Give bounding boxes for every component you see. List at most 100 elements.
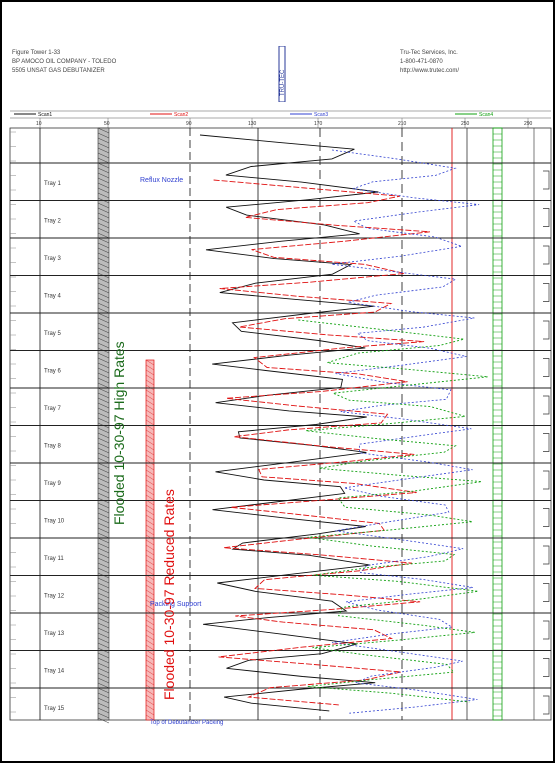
flood-bar-hatch (145, 614, 155, 621)
packing-hatch (97, 167, 110, 174)
flood-bar-hatch (145, 404, 155, 411)
flood-bar-hatch (145, 694, 155, 701)
packing-hatch (97, 652, 110, 659)
packing-hatch (97, 682, 110, 689)
packing-hatch (97, 412, 110, 419)
tray-label: Tray 10 (44, 519, 65, 525)
packing-hatch (97, 142, 110, 149)
packing-hatch (97, 562, 110, 569)
flood-bar-hatch (145, 564, 155, 571)
x-tick-label: 250 (461, 121, 470, 127)
tray-label: Tray 13 (44, 631, 65, 637)
packing-hatch (97, 612, 110, 619)
packing-hatch (97, 297, 110, 304)
packing-hatch (97, 522, 110, 529)
flood-bar-hatch (145, 494, 155, 501)
packing-hatch (97, 567, 110, 574)
flood-bar-hatch (145, 469, 155, 476)
x-tick-label: 290 (524, 121, 533, 127)
packing-hatch (97, 307, 110, 314)
header-right-line: Tru-Tec Services, Inc. (400, 50, 458, 56)
packing-hatch (97, 697, 110, 704)
flood-bar-hatch (145, 384, 155, 391)
flood-bar-hatch (145, 484, 155, 491)
packing-hatch (97, 667, 110, 674)
flood-bar-hatch (145, 449, 155, 456)
flood-bar-hatch (145, 674, 155, 681)
packing-hatch (97, 172, 110, 179)
tray-label: Tray 4 (44, 294, 61, 300)
packing-hatch (97, 702, 110, 709)
tray-marker (543, 395, 550, 415)
packing-hatch (97, 637, 110, 644)
scan4-trace (298, 319, 489, 703)
packing-hatch (97, 382, 110, 389)
flood-bar-hatch (145, 644, 155, 651)
tray-label: Tray 14 (44, 669, 65, 675)
tray-marker (543, 358, 550, 377)
packing-hatch (97, 397, 110, 404)
packing-hatch (97, 552, 110, 559)
packing-hatch (97, 232, 110, 239)
tray-marker (543, 695, 550, 715)
packing-hatch (97, 577, 110, 584)
packing-hatch (97, 292, 110, 299)
packing-hatch (97, 357, 110, 364)
tray-marker (543, 658, 550, 677)
packing-hatch (97, 437, 110, 444)
flood-bar-hatch (145, 584, 155, 591)
packing-hatch (97, 712, 110, 719)
tray-marker (543, 433, 550, 452)
tray-label: Tray 11 (44, 556, 64, 562)
packing-hatch (97, 132, 110, 139)
flood-bar-hatch (145, 429, 155, 436)
packing-hatch (97, 672, 110, 679)
tray-label: Tray 9 (44, 481, 61, 487)
packing-hatch (97, 162, 110, 169)
tray-marker (543, 470, 550, 490)
packing-hatch (97, 677, 110, 684)
tray-label: Tray 8 (44, 444, 61, 450)
flood-bar-hatch (145, 624, 155, 631)
packing-hatch (97, 322, 110, 329)
annotation-reflux: Reflux Nozzle (140, 177, 183, 184)
x-tick-label: 10 (36, 121, 42, 127)
packing-hatch (97, 247, 110, 254)
x-tick-label: 170 (314, 121, 323, 127)
packing-hatch (97, 607, 110, 614)
flood-bar (145, 359, 155, 721)
packing-hatch (97, 622, 110, 629)
packing-hatch (97, 617, 110, 624)
packing-hatch (97, 487, 110, 494)
tray-label: Tray 12 (44, 594, 65, 600)
packing-hatch (97, 417, 110, 424)
annotation-flood-high: Flooded 10-30-97 High Rates (111, 341, 127, 525)
packing-hatch (97, 187, 110, 194)
packing-hatch (97, 287, 110, 294)
packing-hatch (97, 332, 110, 339)
packing-hatch (97, 512, 110, 519)
flood-bar-hatch (145, 654, 155, 661)
flood-bar-hatch (145, 619, 155, 626)
flood-bar-hatch (145, 519, 155, 526)
flood-bar-hatch (145, 389, 155, 396)
packing-hatch (97, 517, 110, 524)
header-left-line: 5505 UNSAT GAS DEBUTANIZER (12, 68, 105, 74)
flood-bar-hatch (145, 474, 155, 481)
packing-hatch (97, 502, 110, 509)
packing-hatch (97, 692, 110, 699)
header-left-line: Figure Tower 1-33 (12, 50, 61, 56)
tray-marker (543, 283, 550, 302)
logo-text: TRU-TEC (280, 69, 286, 96)
packing-hatch (97, 632, 110, 639)
packing-hatch (97, 352, 110, 359)
packing-hatch (97, 177, 110, 184)
flood-bar-hatch (145, 709, 155, 716)
tray-label: Tray 3 (44, 256, 61, 262)
flood-bar-hatch (145, 374, 155, 381)
x-tick-label: 90 (186, 121, 192, 127)
packing-hatch (97, 202, 110, 209)
flood-bar-hatch (145, 504, 155, 511)
flood-bar-hatch (145, 444, 155, 451)
